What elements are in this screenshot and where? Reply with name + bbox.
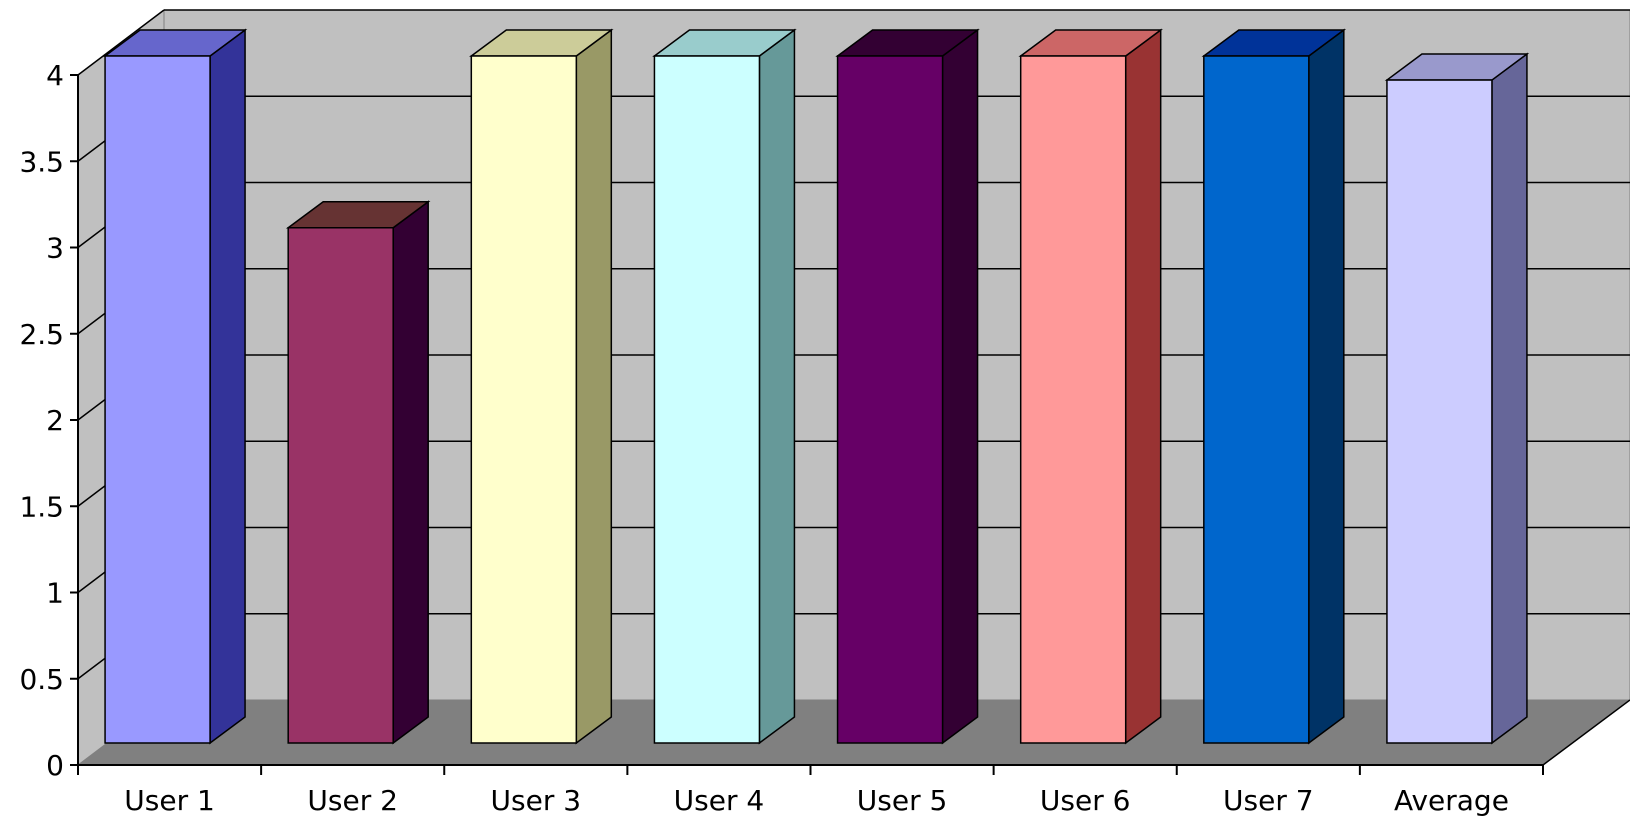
bar-front [104,55,211,744]
y-tick-label: 2.5 [19,318,64,351]
y-tick-label: 3.5 [19,145,64,178]
y-tick-label: 1.5 [19,490,64,523]
bar-front [653,55,761,744]
bar-side [392,200,429,745]
bar [1201,28,1347,745]
x-category-label: User 1 [124,784,215,817]
bar [835,28,980,745]
bar-side [1491,52,1528,745]
x-category-label: User 6 [1040,784,1131,817]
bar [102,28,248,745]
bar [1384,52,1530,745]
x-category-label: User 4 [674,784,765,817]
bar-side [758,28,796,745]
y-tick-label: 1 [46,577,64,610]
bar-front [836,55,944,744]
bar-front [1386,79,1493,744]
bar-front [1019,55,1127,744]
x-category-label: User 7 [1223,784,1314,817]
y-tick-label: 0 [46,749,64,782]
gridline-side [77,9,165,76]
y-tick-label: 4 [46,59,64,92]
bar-side [209,28,246,745]
y-tick-label: 2 [46,404,64,437]
bar [469,28,614,745]
x-category-label: User 5 [857,784,948,817]
bar-side [1308,28,1345,745]
x-category-label: User 2 [307,784,398,817]
bar-side [941,28,979,745]
axes [70,74,1630,775]
floor-edge [1542,699,1630,766]
x-category-label: User 3 [491,784,582,817]
bar [1018,28,1163,745]
bar-front [287,227,394,744]
x-category-label: Average [1394,784,1509,817]
bar [652,28,797,745]
y-tick-label: 3 [46,232,64,265]
bar [285,200,431,745]
bar-side [1124,28,1162,745]
bar-side [575,28,613,745]
bars [102,28,1530,745]
y-tick-label: 0.5 [19,663,64,696]
labels: 0 0.5 1 1.5 2 2.5 3 3.5 4 User 1 User 2 User 3 User … [19,59,1508,817]
bar-front [1203,55,1310,744]
bar-front [470,55,578,744]
